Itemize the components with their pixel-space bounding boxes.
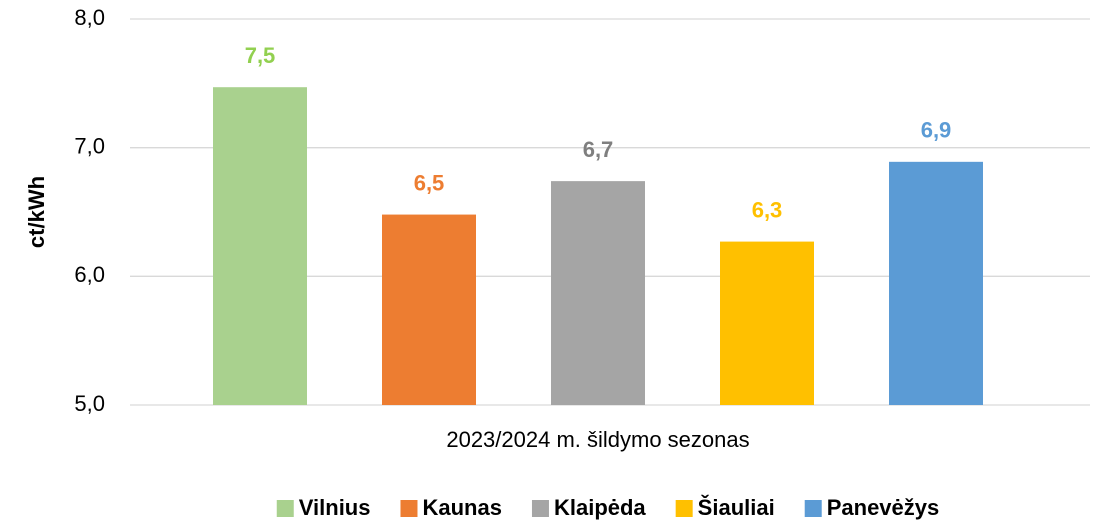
legend-label: Kaunas: [422, 495, 501, 520]
y-tick-label: 6,0: [74, 262, 105, 287]
legend-swatch: [400, 500, 418, 517]
x-tick-label: 2023/2024 m. šildymo sezonas: [446, 427, 749, 452]
value-label: 6,7: [583, 137, 614, 162]
y-tick-label: 5,0: [74, 391, 105, 416]
value-label: 7,5: [245, 43, 276, 68]
bar: [551, 181, 645, 405]
value-label: 6,5: [414, 170, 445, 195]
legend-label: Vilnius: [299, 495, 371, 520]
bar: [889, 161, 983, 405]
value-label: 6,9: [921, 118, 952, 143]
y-axis-title: ct/kWh: [24, 176, 49, 248]
legend-label: Panevėžys: [827, 495, 940, 520]
legend-label: Klaipėda: [554, 495, 646, 520]
legend-label: Šiauliai: [698, 495, 775, 520]
y-tick-label: 8,0: [74, 5, 105, 30]
value-label: 6,3: [752, 197, 783, 222]
legend-swatch: [675, 500, 693, 517]
bar: [213, 87, 307, 406]
legend-swatch: [531, 500, 549, 517]
legend-swatch: [276, 500, 294, 517]
bar: [720, 241, 814, 405]
bar: [382, 214, 476, 405]
legend-swatch: [804, 500, 822, 517]
y-tick-label: 7,0: [74, 133, 105, 158]
